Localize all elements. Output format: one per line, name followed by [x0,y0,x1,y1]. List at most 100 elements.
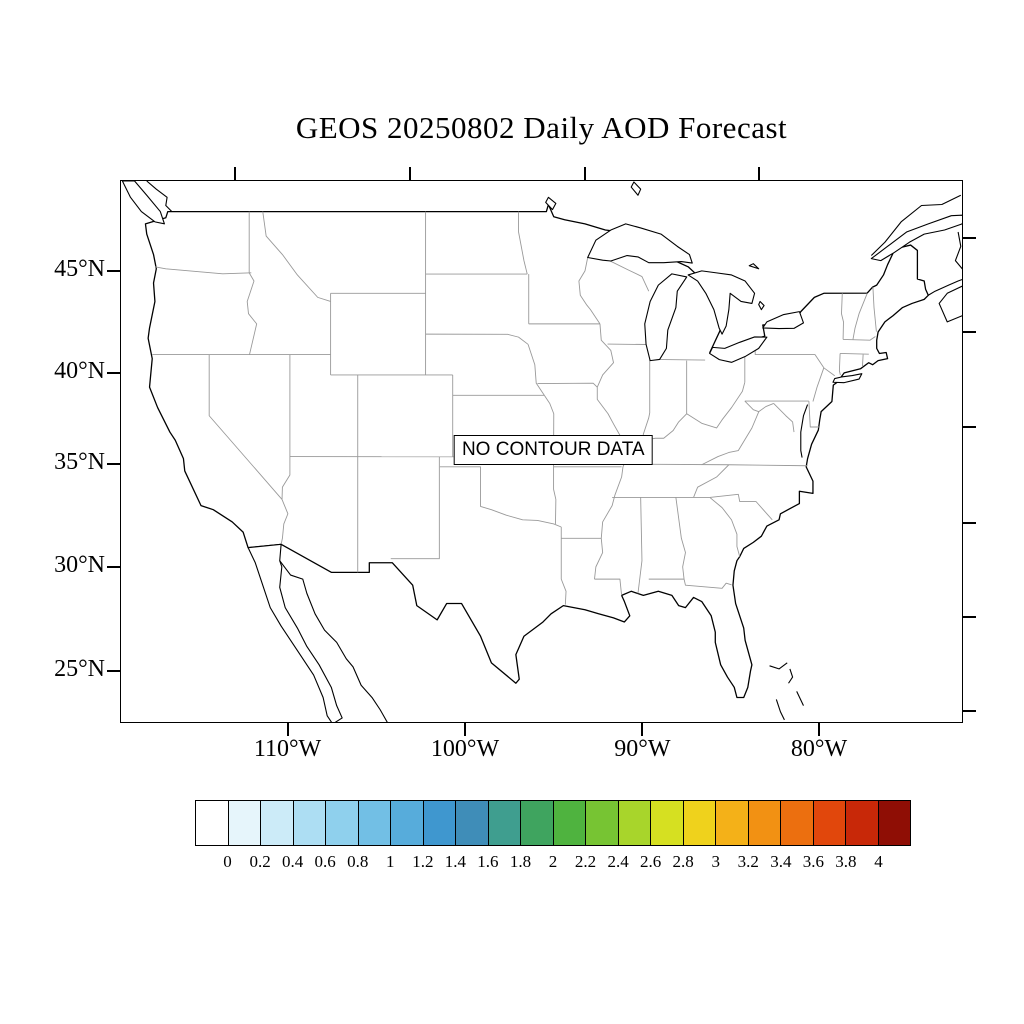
lon-tick [463,722,466,736]
lon-tick [818,722,821,736]
colorbar-tick-label: 0.8 [347,852,369,871]
colorbar-labels: 0 0.2 0.4 0.6 0.8 1 1.2 1.4 1.6 1.8 2 2.2 2.4 2.6 2.8 3… [195,852,911,876]
coastline [796,691,804,706]
coastline [870,194,962,256]
top-tick [584,167,587,181]
state-border [262,211,331,302]
colorbar-segment [682,800,716,846]
colorbar-tick-label: 0.4 [282,852,304,871]
coastal-landmass [870,214,962,262]
colorbar-tick-label: 0.2 [249,852,271,871]
state-border [390,456,440,560]
colorbar-segment [747,800,781,846]
lat-tick-label: 45°N [54,255,105,282]
state-border [637,497,643,594]
state-border [709,493,773,521]
colorbar-segment [227,800,261,846]
coastline [927,231,962,296]
state-border [280,499,289,545]
colorbar-tick-label: 1 [386,852,395,871]
great-lake [762,311,805,330]
colorbar-segment [552,800,586,846]
right-tick [962,331,976,334]
lat-tick-label: 25°N [54,656,105,683]
colorbar-segment [390,800,424,846]
state-border [838,353,841,376]
right-tick [962,521,976,524]
state-border [840,353,869,355]
state-border [812,367,825,402]
map-plot: NO CONTOUR DATA 45°N 40°N 35°N 30°N 25°N 110°… [54,167,976,762]
state-border [578,257,601,325]
colorbar-segment [650,800,684,846]
top-tick [234,167,237,181]
state-border [754,348,825,369]
state-border [439,466,562,528]
coastal-landmass [758,300,765,311]
right-tick [962,615,976,618]
lon-tick-label: 90°W [614,736,671,762]
coastline [788,668,794,684]
right-tick [962,710,976,713]
colorbar-tick-label: 2.4 [607,852,629,871]
state-border [610,260,650,292]
colorbar-segment [422,800,456,846]
state-border [553,456,557,524]
state-border [518,211,528,275]
plot-title: GEOS 20250802 Daily AOD Forecast [295,110,788,145]
colorbar-tick-label: 1.6 [477,852,499,871]
state-border [693,464,730,498]
state-border [527,344,545,396]
colorbar-tick-label: 2.2 [574,852,597,871]
colorbar-tick-label: 1.8 [509,852,532,871]
state-border [281,354,291,500]
state-border [208,354,283,500]
state-border [808,401,820,428]
great-lake [587,223,693,264]
colorbar [195,800,911,846]
lat-tick [107,269,121,272]
state-border [823,367,835,377]
colorbar-tick-label: 3.4 [770,852,792,871]
coastline [146,181,173,212]
lon-tick-label: 80°W [790,736,848,762]
colorbar-segment [260,800,294,846]
coastline [938,285,962,323]
lat-tick [107,371,121,374]
coastal-landmass [545,196,557,211]
colorbar-segment [195,800,229,846]
state-border [773,403,795,433]
no-contour-data-label: NO CONTOUR DATA [453,434,653,465]
right-tick [962,426,976,429]
colorbar-tick-label: 1.2 [412,852,434,871]
colorbar-tick-label: 2 [548,852,558,871]
colorbar-segment [455,800,489,846]
coastal-landmass [748,263,760,270]
state-border [560,527,567,605]
colorbar-tick-label: 2.6 [640,852,662,871]
colorbar-tick-label: 2.8 [672,852,694,871]
state-border [594,578,623,596]
state-border [872,287,877,332]
coastline [769,662,788,670]
state-border [709,497,741,557]
state-border [843,336,876,341]
colorbar-segment [292,800,326,846]
colorbar-tick-label: 3.6 [802,852,824,871]
state-border [701,411,760,466]
lat-tick [107,462,121,465]
colorbar-tick-label: 3.2 [737,852,759,871]
top-tick [758,167,761,181]
state-border [154,266,252,275]
lat-tick-label: 35°N [54,449,105,476]
colorbar-segment [357,800,391,846]
lat-tick-label: 40°N [54,357,105,384]
state-border [686,382,746,429]
state-border [654,358,706,361]
colorbar-segment [520,800,554,846]
coastal-landmass [832,373,863,384]
state-border [425,333,529,345]
state-border [683,579,732,589]
great-lake [687,270,756,335]
